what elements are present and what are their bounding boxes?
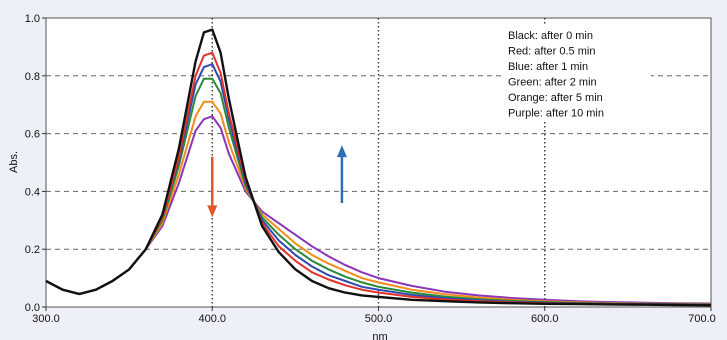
legend-entry: Orange: after 5 min bbox=[508, 92, 603, 104]
arrow-up-head bbox=[336, 145, 347, 158]
legend-entry: Purple: after 10 min bbox=[508, 108, 604, 120]
ticks: 300.0 400.0 500.0 600.0 700.0 0.0 0.2 0.4 0.6 0.8… bbox=[25, 13, 716, 325]
y-tick-label: 0.6 bbox=[25, 129, 40, 141]
y-tick-label: 0.2 bbox=[25, 244, 40, 256]
annotations bbox=[207, 145, 347, 218]
legend-entry: Blue: after 1 min bbox=[508, 61, 588, 73]
y-tick-label: 1.0 bbox=[25, 13, 40, 25]
x-tick-label: 600.0 bbox=[531, 313, 559, 325]
series-line-black bbox=[45, 28, 712, 307]
series-group bbox=[45, 28, 712, 307]
x-axis-label: nm bbox=[372, 331, 387, 340]
legend: Black: after 0 min Red: after 0.5 min Blue… bbox=[503, 26, 651, 122]
arrow-down-head bbox=[207, 205, 218, 218]
x-tick-label: 300.0 bbox=[32, 313, 60, 325]
x-tick-label: 400.0 bbox=[198, 313, 226, 325]
legend-box bbox=[503, 26, 651, 122]
legend-entry: Green: after 2 min bbox=[508, 77, 597, 89]
y-tick-label: 0.0 bbox=[25, 302, 40, 314]
y-axis-label: Abs. bbox=[8, 151, 20, 173]
y-tick-label: 0.8 bbox=[25, 71, 40, 83]
legend-entry: Red: after 0.5 min bbox=[508, 46, 595, 58]
legend-entry: Black: after 0 min bbox=[508, 30, 593, 42]
x-tick-label: 700.0 bbox=[688, 313, 716, 325]
y-tick-label: 0.4 bbox=[25, 186, 40, 198]
x-tick-label: 500.0 bbox=[365, 313, 393, 325]
